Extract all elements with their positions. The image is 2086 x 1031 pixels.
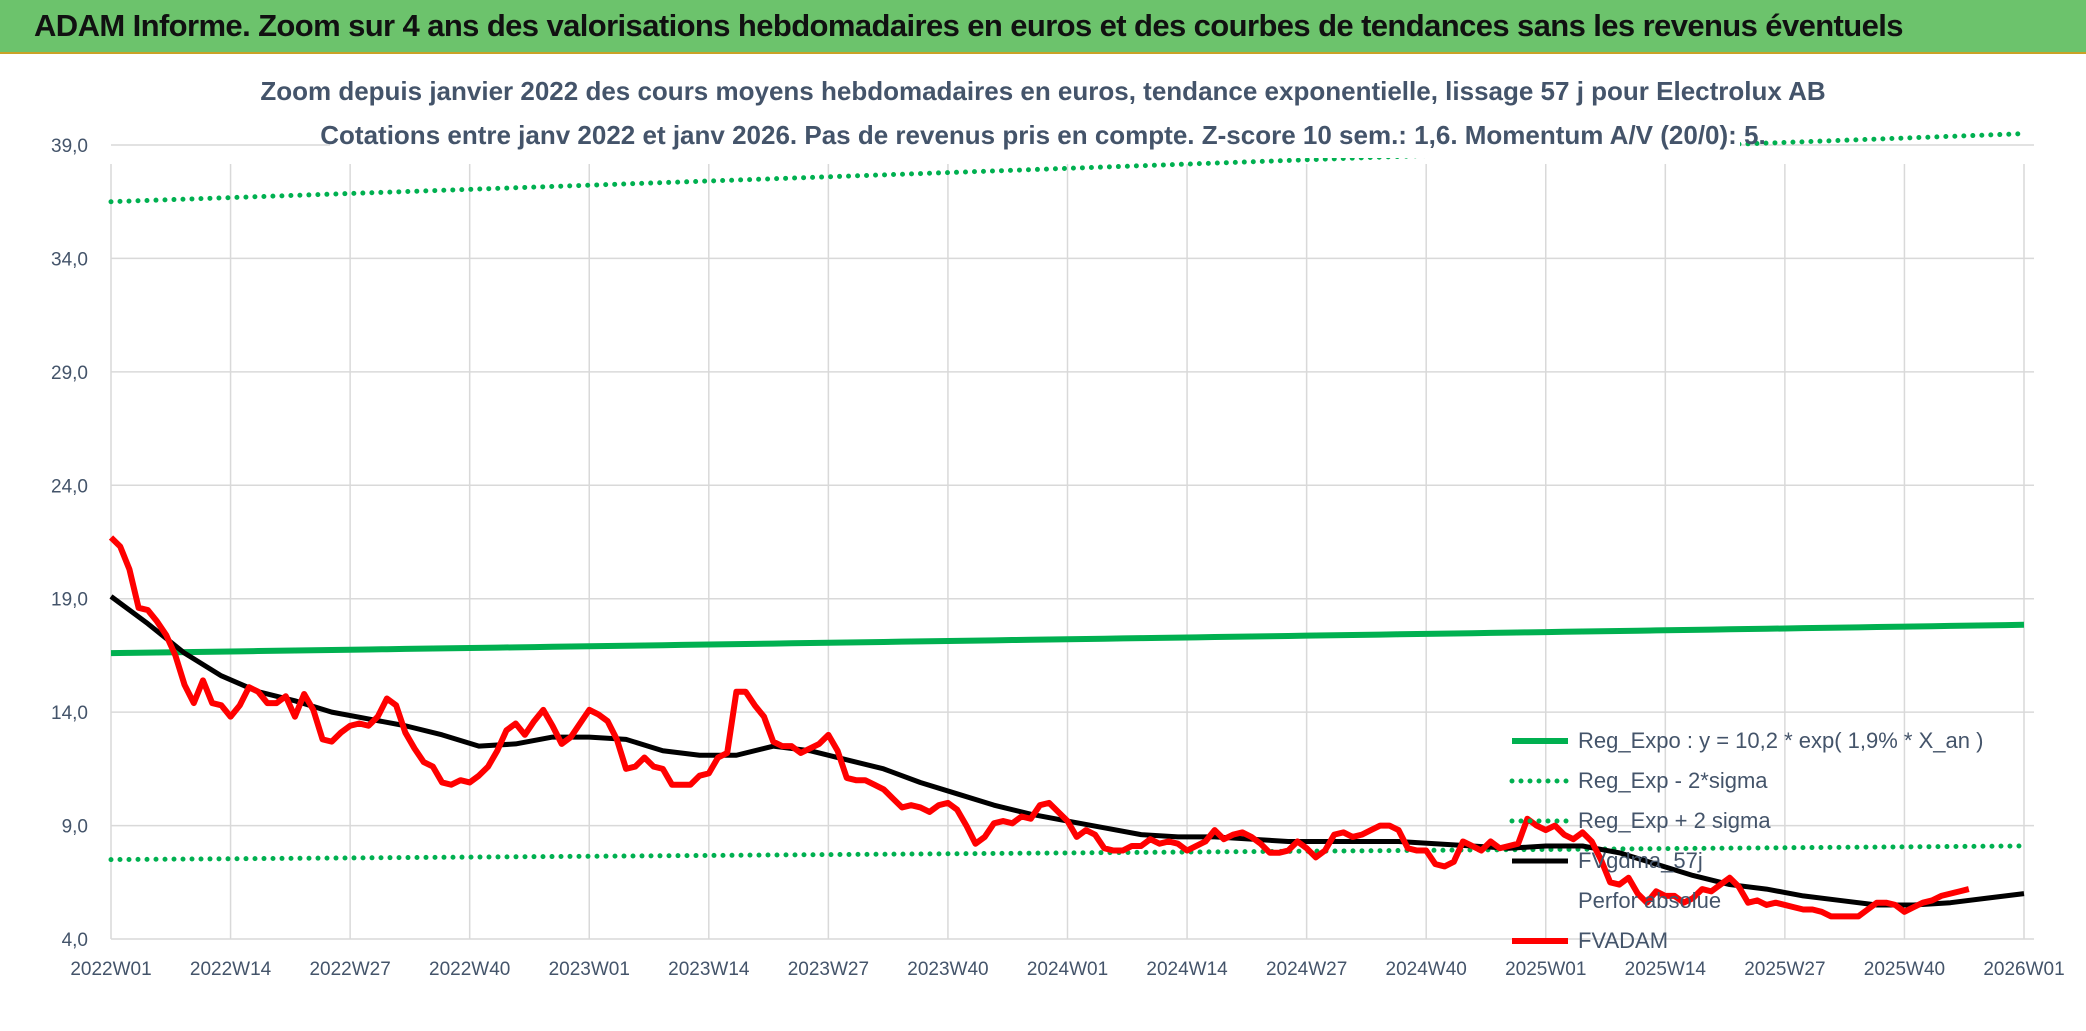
price-line [108,535,1970,920]
y-tick-label: 9,0 [62,817,88,838]
x-tick-label: 2024W27 [1266,959,1347,980]
chart: 4,0 9,0 14,0 19,0 24,0 29,0 34,0 39,0 2022W01 202… [51,72,2065,980]
y-tick-label: 4,0 [62,930,88,951]
y-tick-label: 19,0 [51,590,88,611]
y-tick-label: 24,0 [51,476,88,497]
x-tick-label: 2024W14 [1146,959,1228,980]
legend-label: Reg_Exp + 2 sigma [1578,808,1771,833]
x-tick-label: 2022W01 [70,959,151,980]
chart-subtitle: Cotations entre janv 2022 et janv 2026. … [320,120,1765,150]
legend-label: Reg_Exp - 2*sigma [1578,768,1768,793]
x-tick-label: 2023W14 [668,959,750,980]
x-tick-label: 2024W01 [1027,959,1108,980]
chart-title: Zoom depuis janvier 2022 des cours moyen… [260,76,1825,106]
subtitle-background [330,72,1740,158]
reg-exp-minus-2sigma-line [108,843,2027,863]
y-tick-label: 34,0 [51,249,88,270]
x-tick-label: 2022W27 [309,959,390,980]
x-tick-label: 2025W27 [1744,959,1825,980]
x-tick-label: 2023W27 [788,959,869,980]
chart-area: 4,0 9,0 14,0 19,0 24,0 29,0 34,0 39,0 2022W01 202… [0,54,2086,1031]
y-tick-label: 14,0 [51,703,88,724]
x-tick-label: 2024W40 [1386,959,1467,980]
legend-label: Reg_Expo : y = 10,2 * exp( 1,9% * X_an ) [1578,728,1983,753]
legend-label: Perfor absolue [1578,888,1721,913]
x-tick-label: 2025W01 [1505,959,1586,980]
x-tick-label: 2022W40 [429,959,510,980]
legend-label: FVgdma_57j [1578,848,1703,873]
x-tick-label: 2025W14 [1625,959,1707,980]
y-tick-label: 39,0 [51,136,88,157]
x-tick-label: 2026W01 [1983,959,2064,980]
x-tick-label: 2022W14 [190,959,272,980]
legend: Reg_Expo : y = 10,2 * exp( 1,9% * X_an )… [1509,728,1983,953]
x-tick-label: 2025W40 [1864,959,1945,980]
y-tick-label: 29,0 [51,363,88,384]
legend-label: FVADAM [1578,928,1668,953]
reg-expo-line [110,621,2025,657]
axis-ticks: 4,0 9,0 14,0 19,0 24,0 29,0 34,0 39,0 2022W01 202… [51,136,2065,980]
report-banner: ADAM Informe. Zoom sur 4 ans des valoris… [0,0,2086,54]
grid-lines [110,144,2034,940]
fvadam-line [108,535,1970,920]
banner-title: ADAM Informe. Zoom sur 4 ans des valoris… [34,8,1904,43]
x-tick-label: 2023W01 [549,959,630,980]
x-tick-label: 2023W40 [907,959,988,980]
